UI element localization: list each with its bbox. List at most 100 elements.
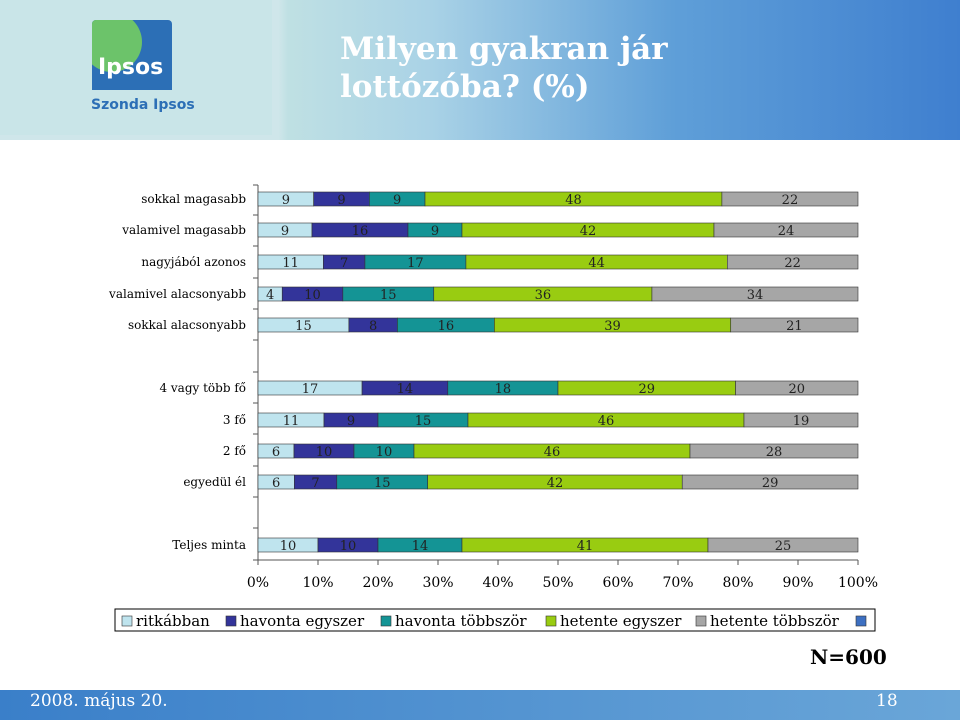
data-label: 9 <box>347 414 355 429</box>
data-label: 25 <box>775 539 792 554</box>
data-label: 18 <box>495 382 512 397</box>
data-label: 4 <box>266 288 274 303</box>
stacked-bar-chart: 0% 10% 20% 30% 40% 50% 60% 70% 80% 90% 100% sokkal … <box>108 184 878 632</box>
data-label: 17 <box>302 382 319 397</box>
data-label: 22 <box>782 193 799 208</box>
category-label: valamivel alacsonyabb <box>108 287 246 301</box>
category-label: valamivel magasabb <box>121 223 246 237</box>
data-label: 15 <box>380 288 397 303</box>
category-label: nagyjából azonos <box>141 255 246 269</box>
data-label: 6 <box>272 445 280 460</box>
data-label: 21 <box>786 319 803 334</box>
legend-label: hetente többször <box>710 612 840 630</box>
data-label: 29 <box>762 476 779 491</box>
data-label: 9 <box>281 224 289 239</box>
legend-box <box>114 608 876 632</box>
data-label: 9 <box>431 224 439 239</box>
data-label: 9 <box>337 193 345 208</box>
data-label: 48 <box>565 193 582 208</box>
data-label: 15 <box>374 476 391 491</box>
data-label: 10 <box>340 539 357 554</box>
category-label: 3 fő <box>223 413 246 427</box>
category-label: egyedül él <box>183 475 246 489</box>
data-label: 10 <box>376 445 393 460</box>
data-label: 10 <box>280 539 297 554</box>
x-tick-label: 80% <box>722 575 753 591</box>
page-title: Milyen gyakran jár lottózóba? (%) <box>340 31 668 105</box>
x-tick-label: 100% <box>838 575 878 591</box>
ipsos-logo <box>92 20 172 90</box>
bar-segment <box>721 191 859 207</box>
data-label: 19 <box>793 414 810 429</box>
data-label: 8 <box>369 319 377 334</box>
data-label: 44 <box>588 256 605 271</box>
data-label: 46 <box>544 445 561 460</box>
logo-text: Ipsos <box>98 55 164 80</box>
x-tick-label: 40% <box>482 575 513 591</box>
data-label: 16 <box>352 224 369 239</box>
data-label: 24 <box>778 224 795 239</box>
data-label: 29 <box>639 382 656 397</box>
bar-segment <box>730 317 859 333</box>
x-tick-label: 10% <box>302 575 333 591</box>
data-label: 28 <box>766 445 783 460</box>
data-label: 9 <box>282 193 290 208</box>
data-label: 6 <box>272 476 280 491</box>
data-label: 14 <box>412 539 429 554</box>
data-label: 7 <box>340 256 348 271</box>
data-label: 34 <box>747 288 764 303</box>
data-label: 10 <box>304 288 321 303</box>
x-tick-label: 90% <box>782 575 813 591</box>
legend-label: havonta többször <box>395 612 527 630</box>
x-tick-label: 0% <box>247 575 269 591</box>
category-label: sokkal magasabb <box>141 192 246 206</box>
data-label: 17 <box>407 256 424 271</box>
category-label: Teljes minta <box>172 538 246 552</box>
data-label: 14 <box>397 382 414 397</box>
logo-subtext: Szonda Ipsos <box>91 97 195 113</box>
legend-label: ritkábban <box>136 612 210 630</box>
data-label: 11 <box>283 414 300 429</box>
legend-label: hetente egyszer <box>560 612 682 630</box>
legend-swatch <box>380 615 392 627</box>
data-label: 7 <box>311 476 319 491</box>
bar-segment <box>651 286 859 302</box>
bar-segment <box>727 254 859 270</box>
legend-swatch <box>121 615 133 627</box>
data-label: 15 <box>415 414 432 429</box>
x-tick-label: 30% <box>422 575 453 591</box>
data-label: 16 <box>438 319 455 334</box>
legend-swatch <box>225 615 237 627</box>
x-tick-label: 50% <box>542 575 573 591</box>
data-label: 10 <box>316 445 333 460</box>
x-tick-label: 20% <box>362 575 393 591</box>
data-label: 39 <box>604 319 621 334</box>
category-label: 4 vagy több fő <box>159 381 246 395</box>
footer-band <box>0 690 960 720</box>
category-label: sokkal alacsonyabb <box>128 318 246 332</box>
category-label: 2 fő <box>223 444 246 458</box>
data-label: 15 <box>295 319 312 334</box>
bar-segment <box>735 380 859 396</box>
legend-swatch <box>545 615 557 627</box>
x-tick-label: 70% <box>662 575 693 591</box>
data-label: 36 <box>535 288 552 303</box>
bar-segment <box>713 222 859 238</box>
data-label: 9 <box>393 193 401 208</box>
page-number: 18 <box>876 691 898 711</box>
data-label: 42 <box>547 476 564 491</box>
data-label: 20 <box>789 382 806 397</box>
data-label: 22 <box>784 256 801 271</box>
bar-segment <box>681 474 859 490</box>
bar-segment <box>743 412 859 428</box>
data-label: 41 <box>577 539 594 554</box>
legend-swatch-extra <box>855 615 867 627</box>
legend-label: havonta egyszer <box>240 612 365 630</box>
x-tick-label: 60% <box>602 575 633 591</box>
sample-size: N=600 <box>810 645 887 669</box>
data-label: 11 <box>282 256 299 271</box>
footer-date: 2008. május 20. <box>30 691 168 711</box>
bar-segment <box>707 537 859 553</box>
bar-segment <box>689 443 859 459</box>
legend-swatch <box>695 615 707 627</box>
